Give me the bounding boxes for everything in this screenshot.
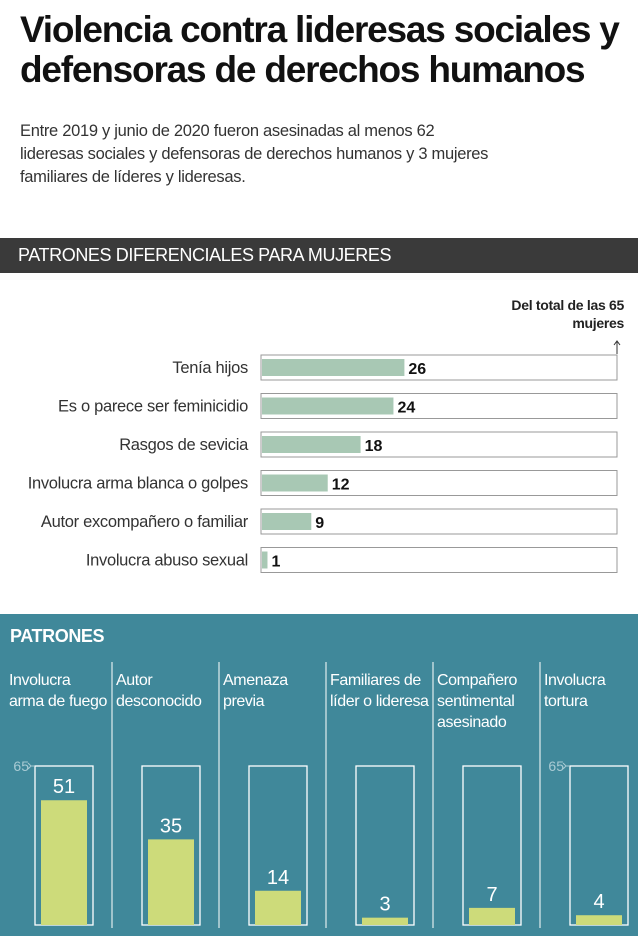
category-label: Autor desconocido bbox=[116, 672, 202, 710]
horizontal-bar-chart: Tenía hijos 26 Es o parece ser feminicidio… bbox=[28, 354, 618, 573]
data-label: 4 bbox=[593, 891, 604, 913]
category-label: Involucra tortura bbox=[544, 672, 606, 710]
arrow-up-icon bbox=[613, 340, 621, 354]
bar bbox=[41, 800, 87, 925]
page-subtitle: Entre 2019 y junio de 2020 fueron asesin… bbox=[20, 122, 489, 186]
bar bbox=[262, 551, 268, 569]
category-label: Autor excompañero o familiar bbox=[41, 513, 249, 531]
bar bbox=[262, 359, 405, 376]
data-label: 9 bbox=[315, 515, 324, 532]
bar bbox=[576, 915, 622, 925]
data-label: 24 bbox=[397, 400, 415, 417]
category-label: Compañero sentimental asesinado bbox=[437, 672, 518, 731]
category-label: Es o parece ser feminicidio bbox=[58, 398, 248, 416]
bar bbox=[262, 513, 312, 530]
data-label: 3 bbox=[379, 894, 390, 916]
data-label: 26 bbox=[408, 361, 426, 378]
page-title: Violencia contra lideresas sociales y de… bbox=[20, 9, 620, 90]
arrow-icon bbox=[27, 762, 34, 770]
category-label: Involucra arma de fuego bbox=[9, 672, 107, 710]
data-label: 18 bbox=[365, 438, 383, 455]
bar bbox=[262, 436, 361, 453]
chart-total-note-text: Del total de las 65 mujeres bbox=[511, 297, 624, 331]
bar bbox=[255, 890, 301, 925]
vertical-bar-chart: 51 65 35 14 3 7 4 65 bbox=[13, 662, 629, 928]
category-label: Rasgos de sevicia bbox=[119, 436, 249, 454]
bar-track bbox=[260, 508, 618, 535]
data-label: 12 bbox=[332, 477, 350, 494]
data-label: 51 bbox=[53, 776, 75, 798]
bar bbox=[469, 907, 515, 925]
chart-total-note: Del total de las 65 mujeres bbox=[504, 296, 624, 332]
panel-title: PATRONES bbox=[10, 626, 105, 646]
category-label: Amenaza previa bbox=[223, 672, 288, 710]
data-label: 1 bbox=[271, 554, 280, 571]
bar bbox=[362, 917, 408, 925]
category-label: Involucra arma blanca o golpes bbox=[28, 475, 248, 493]
arrow-icon bbox=[562, 762, 569, 770]
axis-max-label: 65 bbox=[13, 758, 29, 774]
bar bbox=[262, 474, 328, 492]
category-label: Familiares de líder o lideresa bbox=[330, 672, 429, 710]
bar-track bbox=[260, 547, 618, 573]
bar bbox=[262, 397, 394, 415]
data-label: 35 bbox=[160, 815, 182, 837]
patterns-panel: PATRONES 51 65 35 14 3 7 4 65 Involucra arma de… bbox=[0, 614, 638, 936]
section-banner-differential-patterns: PATRONES DIFERENCIALES PARA MUJERES bbox=[0, 238, 638, 273]
category-label: Involucra abuso sexual bbox=[86, 552, 248, 570]
axis-max-label: 65 bbox=[548, 758, 564, 774]
bar bbox=[148, 839, 194, 925]
data-label: 7 bbox=[486, 884, 497, 906]
data-label: 14 bbox=[267, 867, 289, 889]
category-label: Tenía hijos bbox=[172, 359, 248, 377]
